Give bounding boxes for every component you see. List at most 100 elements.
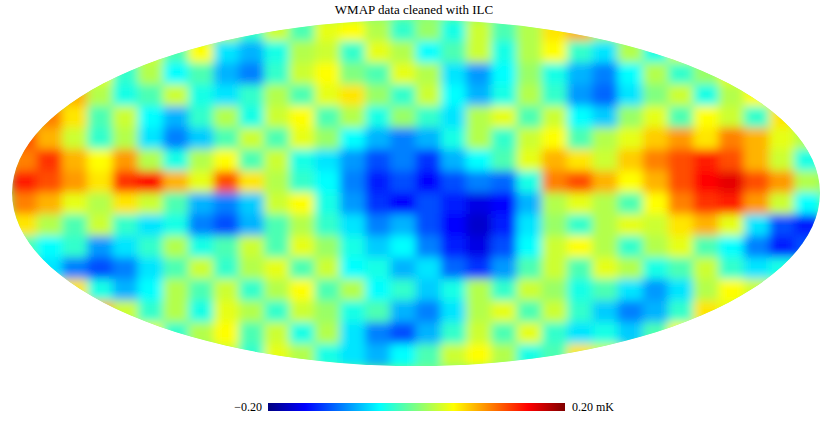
cell: [517, 63, 543, 86]
cell: [592, 41, 618, 64]
cell: [315, 20, 341, 43]
cell: [37, 106, 63, 129]
cell: [315, 41, 341, 64]
cell: [37, 257, 63, 280]
cell: [668, 322, 694, 345]
cell: [390, 279, 416, 302]
cell: [592, 128, 618, 151]
cell: [113, 128, 139, 151]
cell: [390, 149, 416, 172]
cell: [340, 344, 366, 367]
cell: [542, 171, 568, 194]
cell: [188, 84, 214, 107]
cell: [643, 279, 669, 302]
cell: [542, 322, 568, 345]
cell: [416, 63, 442, 86]
cell: [365, 257, 391, 280]
cell: [315, 171, 341, 194]
cell: [567, 236, 593, 259]
cell: [567, 149, 593, 172]
cell: [491, 322, 517, 345]
cell: [618, 214, 644, 237]
cell: [517, 20, 543, 43]
title: WMAP data cleaned with ILC: [335, 2, 493, 17]
cell: [542, 301, 568, 324]
cell: [264, 128, 290, 151]
cell: [416, 128, 442, 151]
cell: [416, 193, 442, 216]
cell: [416, 106, 442, 129]
cell: [62, 279, 88, 302]
cell: [794, 236, 820, 259]
cell: [592, 322, 618, 345]
cell: [289, 257, 315, 280]
cell: [365, 41, 391, 64]
cell: [87, 301, 113, 324]
cell: [365, 193, 391, 216]
cell: [466, 279, 492, 302]
cell: [466, 63, 492, 86]
cell: [567, 279, 593, 302]
cell: [163, 301, 189, 324]
cell: [37, 149, 63, 172]
cell: [769, 106, 795, 129]
sky-map: [12, 20, 821, 367]
cell: [719, 193, 745, 216]
cell: [188, 63, 214, 86]
cell: [239, 344, 265, 367]
cell: [542, 84, 568, 107]
cell: [188, 193, 214, 216]
cell: [542, 257, 568, 280]
cell: [416, 301, 442, 324]
cell: [719, 279, 745, 302]
cell: [441, 322, 467, 345]
cell: [744, 84, 770, 107]
cell: [12, 214, 38, 237]
cell: [340, 301, 366, 324]
cell: [517, 236, 543, 259]
cell: [390, 106, 416, 129]
cell: [87, 236, 113, 259]
cell: [567, 344, 593, 367]
cell: [668, 171, 694, 194]
cell: [340, 214, 366, 237]
cell: [390, 63, 416, 86]
cell: [315, 322, 341, 345]
cell: [567, 106, 593, 129]
cell: [441, 106, 467, 129]
cell: [517, 106, 543, 129]
cell: [188, 214, 214, 237]
cell: [315, 236, 341, 259]
cell: [567, 257, 593, 280]
cell: [315, 279, 341, 302]
cell: [138, 214, 164, 237]
cell: [289, 344, 315, 367]
cell: [214, 171, 240, 194]
cell: [340, 322, 366, 345]
cell: [592, 236, 618, 259]
cell: [12, 236, 38, 259]
cell: [289, 63, 315, 86]
cell: [693, 63, 719, 86]
cell: [693, 257, 719, 280]
cell: [693, 128, 719, 151]
cell: [643, 149, 669, 172]
cell: [592, 279, 618, 302]
cell: [517, 41, 543, 64]
cell: [643, 106, 669, 129]
cell: [794, 214, 820, 237]
cell: [668, 236, 694, 259]
cell: [618, 301, 644, 324]
cell: [693, 301, 719, 324]
cell: [719, 149, 745, 172]
cell: [794, 193, 820, 216]
cell: [744, 193, 770, 216]
cell: [37, 128, 63, 151]
cell: [289, 84, 315, 107]
cell: [592, 344, 618, 367]
cell: [693, 84, 719, 107]
cell: [340, 236, 366, 259]
cell: [264, 236, 290, 259]
cell: [264, 20, 290, 43]
cell: [87, 106, 113, 129]
